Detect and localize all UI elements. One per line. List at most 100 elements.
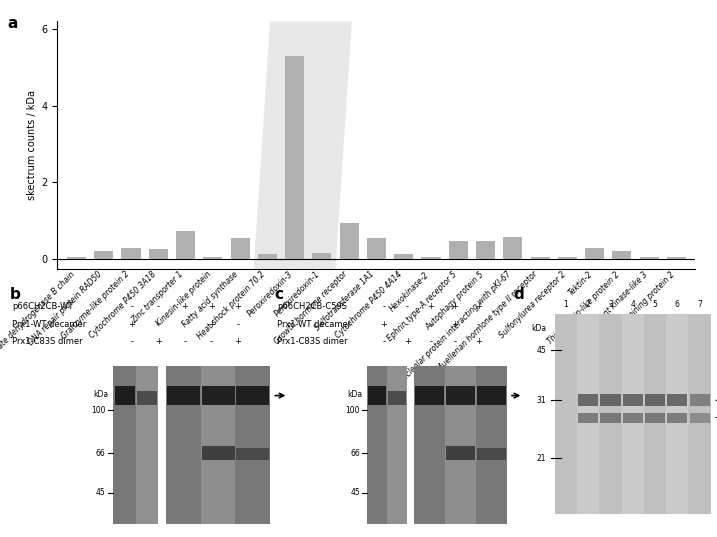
Text: 45: 45 (95, 488, 105, 497)
Text: 1: 1 (564, 300, 569, 309)
Bar (201, 446, 234, 461)
Bar (622, 412, 643, 423)
Bar (94, 250, 113, 259)
Text: 21: 21 (537, 454, 546, 463)
Bar (445, 366, 476, 524)
Bar (422, 257, 440, 259)
Text: 31: 31 (537, 396, 546, 405)
Bar (369, 386, 386, 405)
Text: -: - (382, 302, 385, 311)
Text: 2: 2 (586, 300, 591, 309)
Text: -: - (130, 302, 133, 311)
Text: kDa: kDa (531, 324, 546, 333)
Bar (477, 448, 506, 461)
Text: -: - (382, 337, 385, 346)
Bar (367, 366, 387, 524)
Text: -: - (477, 320, 480, 329)
Text: +: + (208, 302, 215, 311)
Text: Prx1-WT decamer: Prx1-WT decamer (277, 320, 351, 329)
Bar (555, 314, 577, 514)
Text: +: + (208, 320, 215, 329)
Text: -: - (210, 337, 213, 346)
Bar (394, 255, 413, 259)
Bar (578, 412, 598, 423)
Text: +: + (181, 302, 189, 311)
Text: a: a (7, 16, 17, 31)
Text: -: - (429, 320, 432, 329)
Text: +: + (427, 302, 435, 311)
Text: -: - (184, 320, 186, 329)
Text: 6: 6 (675, 300, 680, 309)
Text: -: - (130, 337, 133, 346)
Bar (414, 366, 445, 524)
Bar (387, 366, 407, 524)
Bar (415, 386, 445, 405)
Bar (555, 314, 711, 514)
Text: +: + (128, 320, 136, 329)
Bar (668, 412, 688, 423)
Y-axis label: skectrum counts / kDa: skectrum counts / kDa (27, 90, 37, 200)
Bar (414, 366, 507, 524)
Text: 7: 7 (697, 300, 702, 309)
Text: -: - (429, 337, 432, 346)
Bar (136, 366, 158, 524)
Bar (167, 386, 200, 405)
Text: p66CH2CB-C59S: p66CH2CB-C59S (277, 302, 347, 311)
Bar (176, 231, 195, 259)
Bar (476, 366, 507, 524)
Bar (231, 238, 250, 259)
Bar (201, 386, 234, 405)
Polygon shape (254, 21, 352, 268)
Text: 66: 66 (351, 448, 360, 458)
Text: Prx1-WT decamer: Prx1-WT decamer (12, 320, 87, 329)
Bar (137, 390, 157, 405)
Bar (577, 314, 599, 514)
Text: +: + (451, 320, 458, 329)
Text: p66CH2CB-WT: p66CH2CB-WT (12, 302, 74, 311)
Bar (477, 386, 506, 405)
Text: +: + (234, 302, 242, 311)
Text: 100: 100 (346, 406, 360, 415)
Bar (367, 366, 407, 524)
Text: 100: 100 (91, 406, 105, 415)
Bar (446, 446, 475, 461)
Bar (668, 394, 688, 407)
Bar (600, 394, 621, 407)
Text: +: + (475, 302, 482, 311)
Text: -: - (406, 302, 409, 311)
Bar (645, 394, 665, 407)
Bar (113, 366, 158, 524)
Bar (121, 248, 141, 259)
Text: 4: 4 (630, 300, 635, 309)
Text: 45: 45 (537, 346, 546, 355)
Bar (690, 412, 710, 423)
Bar (622, 394, 643, 407)
Text: d: d (513, 287, 524, 302)
Text: Prx1-C83S dimer: Prx1-C83S dimer (12, 337, 83, 346)
Bar (599, 314, 622, 514)
Text: +: + (380, 320, 387, 329)
Bar (235, 366, 270, 524)
Bar (476, 241, 495, 259)
Bar (578, 394, 598, 407)
Bar (449, 241, 467, 259)
Bar (115, 386, 135, 405)
Text: +: + (234, 337, 242, 346)
Text: +: + (155, 337, 162, 346)
Text: +: + (404, 337, 411, 346)
Bar (622, 314, 644, 514)
Bar (640, 257, 659, 259)
Bar (446, 386, 475, 405)
Text: -: - (406, 320, 409, 329)
Bar (148, 249, 168, 259)
Bar (585, 248, 604, 259)
Text: Prx1-C83S dimer: Prx1-C83S dimer (277, 337, 348, 346)
Bar (166, 366, 270, 524)
Text: 45: 45 (351, 488, 360, 497)
Bar (600, 412, 621, 423)
Text: kDa: kDa (93, 390, 108, 399)
Bar (113, 366, 136, 524)
Bar (236, 386, 269, 405)
Bar (258, 255, 277, 259)
Text: -: - (184, 337, 186, 346)
